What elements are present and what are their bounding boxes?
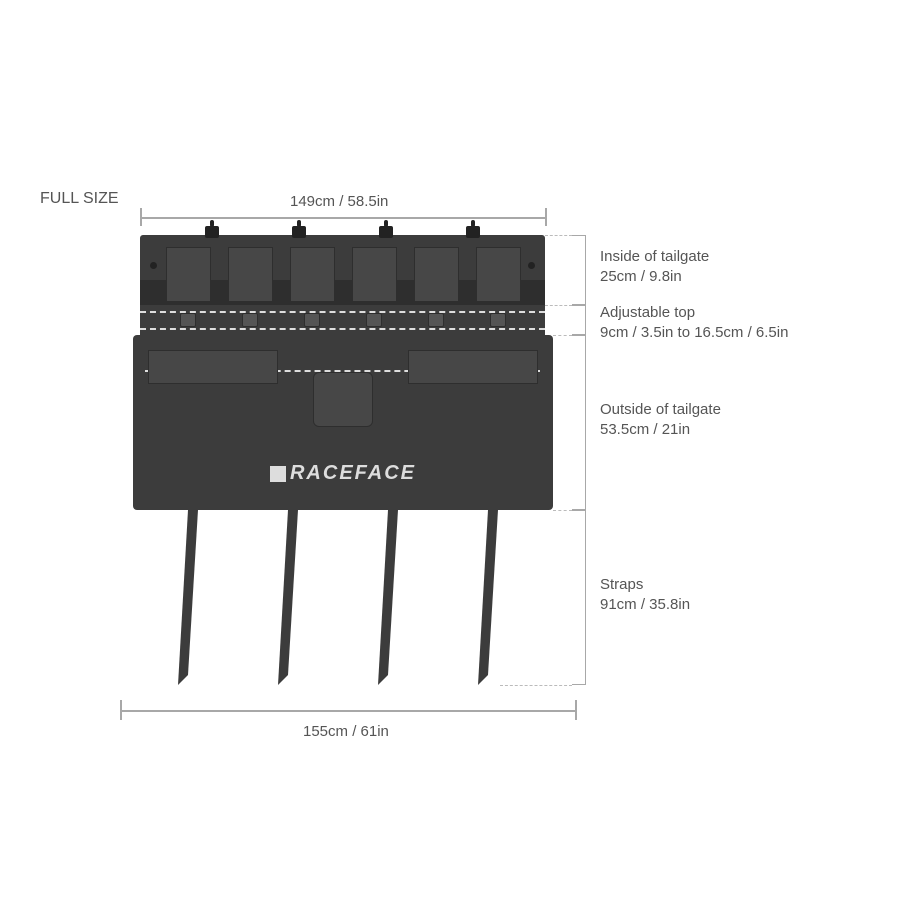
raised-block: [352, 247, 397, 302]
bottom-dim-line: [120, 710, 575, 712]
buckle: [366, 313, 382, 327]
bracket-straps: [572, 510, 586, 685]
strap: [378, 510, 408, 685]
top-hook-stem: [210, 220, 214, 227]
top-dim-tick-right: [545, 208, 547, 226]
bottom-dim-tick-left: [120, 700, 122, 720]
label-outside-value: 53.5cm / 21in: [600, 421, 690, 438]
strap: [478, 510, 508, 685]
raised-block: [228, 247, 273, 302]
ext-dash: [553, 510, 572, 511]
label-straps-value: 91cm / 35.8in: [600, 596, 690, 613]
buckle: [180, 313, 196, 327]
buckle: [242, 313, 258, 327]
side-pocket-right: [408, 350, 538, 384]
top-width-label: 149cm / 58.5in: [290, 192, 388, 212]
label-inside: Inside of tailgate 25cm / 9.8in: [600, 247, 709, 286]
label-straps-name: Straps: [600, 576, 643, 593]
buckle: [304, 313, 320, 327]
bottom-width-label: 155cm / 61in: [303, 722, 389, 742]
bolt-hole: [150, 262, 157, 269]
bracket-outside: [572, 335, 586, 510]
label-inside-name: Inside of tailgate: [600, 248, 709, 265]
ext-dash: [545, 235, 572, 236]
top-dim-line: [140, 217, 545, 219]
raised-block: [166, 247, 211, 302]
raised-block: [476, 247, 521, 302]
fold-dash-top: [140, 311, 545, 313]
label-inside-value: 25cm / 9.8in: [600, 268, 682, 285]
label-outside: Outside of tailgate 53.5cm / 21in: [600, 400, 721, 439]
label-adj-value: 9cm / 3.5in to 16.5cm / 6.5in: [600, 324, 788, 341]
top-hook-stem: [471, 220, 475, 227]
ext-dash: [500, 685, 572, 686]
logo-text: RACEFACE: [290, 462, 416, 484]
page-title: FULL SIZE: [40, 190, 119, 208]
top-hook: [466, 226, 480, 238]
bottom-dim-tick-right: [575, 700, 577, 720]
top-hook: [292, 226, 306, 238]
buckle: [490, 313, 506, 327]
adjustable-strip: [140, 305, 545, 335]
label-adj-name: Adjustable top: [600, 304, 695, 321]
bracket-adj: [572, 305, 586, 335]
label-adj: Adjustable top 9cm / 3.5in to 16.5cm / 6…: [600, 303, 788, 342]
buckle: [428, 313, 444, 327]
label-outside-name: Outside of tailgate: [600, 401, 721, 418]
raised-block: [290, 247, 335, 302]
strap: [278, 510, 308, 685]
top-hook-stem: [297, 220, 301, 227]
ext-dash: [545, 305, 572, 306]
center-camera-flap: [313, 372, 373, 427]
fold-dash-bottom: [140, 328, 545, 330]
bracket-inside: [572, 235, 586, 305]
strap: [178, 510, 208, 685]
logo-icon: [270, 466, 286, 482]
top-hook: [205, 226, 219, 238]
top-dim-tick-left: [140, 208, 142, 226]
bolt-hole: [528, 262, 535, 269]
ext-dash: [553, 335, 572, 336]
top-hook: [379, 226, 393, 238]
raceface-logo: RACEFACE: [133, 462, 553, 485]
top-hook-stem: [384, 220, 388, 227]
label-straps: Straps 91cm / 35.8in: [600, 575, 690, 614]
side-pocket-left: [148, 350, 278, 384]
raised-block: [414, 247, 459, 302]
